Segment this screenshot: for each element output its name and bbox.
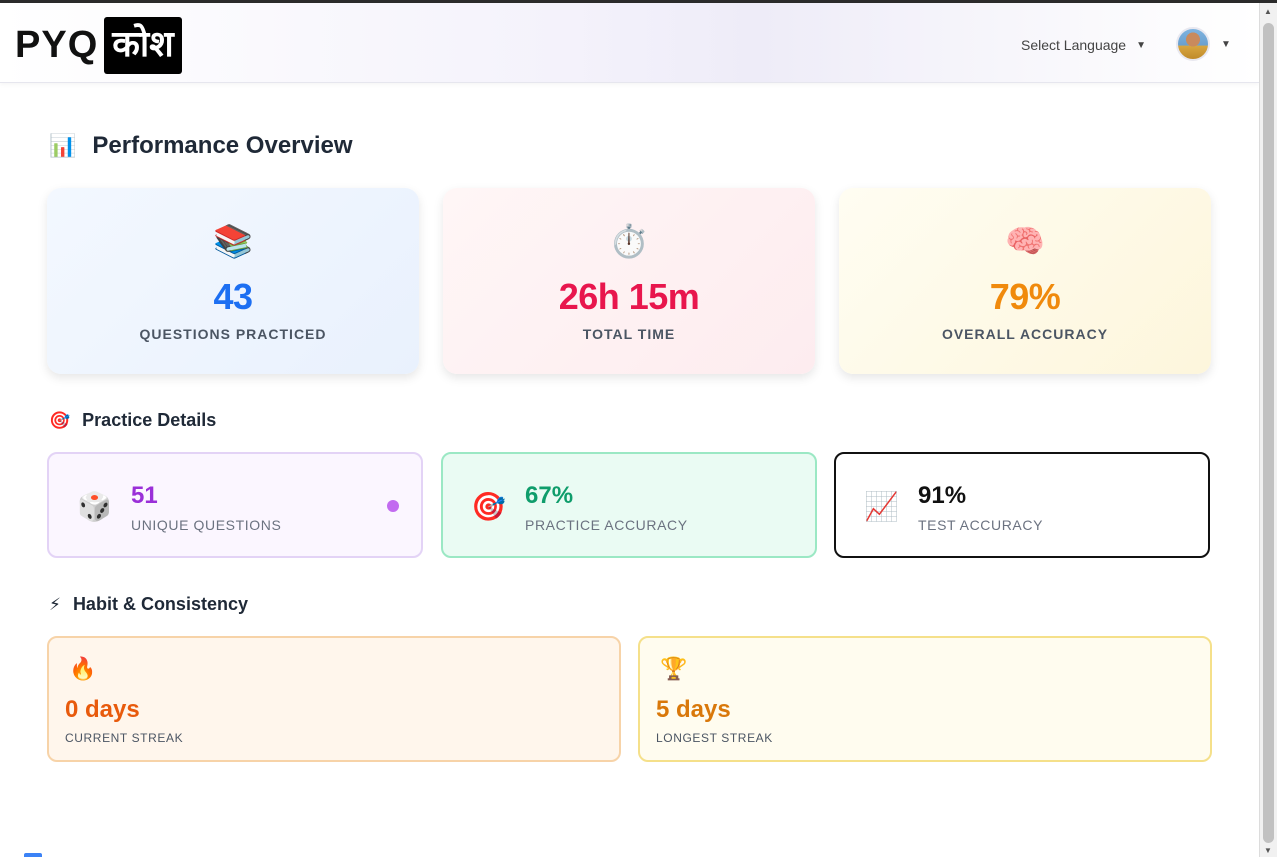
total-time-card: ⏱️ 26h 15m TOTAL TIME: [443, 188, 815, 374]
trophy-icon: 🏆: [660, 656, 688, 681]
books-icon: 📚: [213, 223, 253, 259]
next-section-edge: [24, 853, 42, 857]
longest-streak-label: LONGEST STREAK: [656, 731, 773, 745]
scroll-up-arrow-icon[interactable]: ▲: [1264, 7, 1272, 16]
target-icon: 🎯: [471, 491, 506, 522]
overall-accuracy-label: OVERALL ACCURACY: [941, 326, 1109, 342]
bar-chart-icon: 📊: [49, 133, 77, 158]
total-time-value: 26h 15m: [558, 276, 700, 317]
test-accuracy-label: TEST ACCURACY: [918, 517, 1044, 533]
overall-accuracy-card: 🧠 79% OVERALL ACCURACY: [839, 188, 1211, 374]
current-streak-label: CURRENT STREAK: [65, 731, 184, 745]
user-avatar[interactable]: [1176, 27, 1210, 61]
questions-practiced-label: QUESTIONS PRACTICED: [139, 326, 327, 342]
practice-accuracy-label: PRACTICE ACCURACY: [525, 517, 688, 533]
brain-icon: 🧠: [1005, 223, 1045, 259]
habit-consistency-title: Habit & Consistency: [72, 594, 248, 614]
page-scrollbar[interactable]: ▲ ▼: [1259, 3, 1277, 857]
chevron-down-icon: ▼: [1136, 39, 1146, 51]
unique-questions-card: 🎲 51 UNIQUE QUESTIONS: [47, 452, 423, 558]
questions-practiced-card: 📚 43 QUESTIONS PRACTICED: [47, 188, 419, 374]
language-selector-label: Select Language: [1021, 37, 1127, 53]
performance-overview-title: Performance Overview: [92, 132, 353, 159]
unique-questions-label: UNIQUE QUESTIONS: [131, 517, 282, 533]
top-header: PYQ कोश Select Language ▼ ▼: [0, 3, 1259, 83]
logo-text-kosh: कोश: [104, 17, 182, 74]
questions-practiced-value: 43: [213, 276, 253, 317]
scroll-down-arrow-icon[interactable]: ▼: [1264, 846, 1272, 855]
current-streak-value: 0 days: [65, 696, 140, 723]
test-accuracy-card: 📈 91% TEST ACCURACY: [834, 452, 1210, 558]
account-menu-chevron-icon[interactable]: ▼: [1221, 39, 1231, 50]
status-dot: [387, 500, 399, 512]
app-logo[interactable]: PYQ कोश: [15, 17, 182, 74]
practice-accuracy-value: 67%: [525, 482, 574, 509]
current-streak-card: 🔥 0 days CURRENT STREAK: [47, 636, 621, 762]
unique-questions-value: 51: [131, 482, 158, 509]
chart-increasing-icon: 📈: [864, 491, 899, 522]
logo-text-pyq: PYQ: [15, 24, 99, 66]
performance-overview-heading: 📊 Performance Overview: [49, 132, 353, 160]
practice-details-title: Practice Details: [82, 410, 217, 430]
dice-icon: 🎲: [77, 491, 112, 522]
test-accuracy-value: 91%: [918, 482, 967, 509]
window-top-border: [0, 0, 1277, 3]
stopwatch-icon: ⏱️: [609, 223, 649, 259]
practice-accuracy-card: 🎯 67% PRACTICE ACCURACY: [441, 452, 817, 558]
longest-streak-value: 5 days: [656, 696, 731, 723]
overall-accuracy-value: 79%: [989, 276, 1061, 317]
habit-consistency-heading: ⚡ Habit & Consistency: [49, 594, 248, 615]
total-time-label: TOTAL TIME: [582, 326, 676, 342]
target-icon: 🎯: [49, 410, 71, 430]
longest-streak-card: 🏆 5 days LONGEST STREAK: [638, 636, 1212, 762]
language-selector[interactable]: Select Language ▼: [1021, 37, 1146, 53]
fire-icon: 🔥: [69, 656, 97, 681]
practice-details-heading: 🎯 Practice Details: [49, 410, 216, 431]
scrollbar-thumb[interactable]: [1263, 23, 1274, 843]
lightning-icon: ⚡: [49, 594, 61, 614]
